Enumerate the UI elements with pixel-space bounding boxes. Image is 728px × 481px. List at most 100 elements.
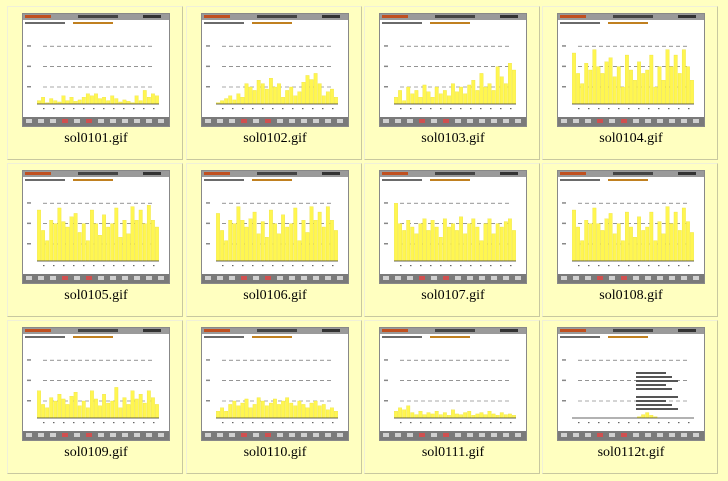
thumbnail-filename[interactable]: sol0109.gif [64,445,128,460]
thumbnail-filename[interactable]: sol0105.gif [64,288,128,303]
thumbnail-image[interactable] [201,170,349,284]
chart-bar [422,84,427,105]
footer-button [74,119,80,123]
thumbnail-cell[interactable]: sol0111.gif [364,320,540,474]
axis-tick [206,202,210,204]
x-tick-label [430,422,432,424]
thumbnail-footer-bar [380,274,526,283]
chart-bar [260,221,265,262]
thumbnail-cell[interactable]: sol0105.gif [7,163,183,317]
thumbnail-cell[interactable]: sol0104.gif [542,6,718,160]
x-tick-label [292,422,294,424]
axis-tick [27,359,31,361]
thumbnail-image[interactable] [201,327,349,441]
footer-button [609,433,615,437]
thumbnail-filename[interactable]: sol0103.gif [421,131,485,146]
x-tick-label [232,108,234,110]
chart-bar [236,93,241,105]
thumbnail-image[interactable] [557,170,705,284]
footer-button [479,433,485,437]
thumbnail-image[interactable] [22,170,170,284]
axis-tick [384,243,388,245]
thumbnail-cell[interactable]: sol0101.gif [7,6,183,160]
chart-bar [269,209,273,262]
x-tick-label [63,422,65,424]
footer-button [50,119,56,123]
x-tick-label [83,422,85,424]
bar-chart [206,359,338,424]
chart-bar [228,220,233,262]
thumbnail-cell[interactable]: sol0112t.gif [542,320,718,474]
thumbnail-filename[interactable]: sol0104.gif [599,131,663,146]
x-tick-label [322,422,324,424]
footer-button [395,276,401,280]
thumbnail-cell[interactable]: sol0108.gif [542,163,718,317]
chart-bar [649,54,654,105]
footer-button [573,276,579,280]
chart-bar [85,240,90,262]
thumbnail-filename[interactable]: sol0111.gif [421,445,485,460]
chart-bar [645,69,650,105]
footer-button [229,433,235,437]
chart-bar [620,240,625,262]
thumbnail-cell[interactable]: sol0106.gif [186,163,362,317]
chart-bar [126,404,131,419]
chart-bar [330,88,334,105]
x-tick-label [103,422,105,424]
x-tick-label [510,265,512,267]
thumbnail-filename[interactable]: sol0107.gif [421,288,485,303]
chart-bar [269,78,273,105]
x-tick-label [628,108,630,110]
axis-tick [562,45,566,47]
chart-bar [434,226,439,262]
footer-button [134,433,140,437]
x-tick-label [73,422,75,424]
chart-bar [690,80,694,105]
thumbnail-image[interactable] [379,13,527,127]
chart-bar [434,411,439,419]
chart-bar [285,397,290,419]
footer-button [265,276,271,280]
chart-bar [503,83,508,105]
logo [204,15,230,18]
thumbnail-cell[interactable]: sol0102.gif [186,6,362,160]
thumbnail-image[interactable] [557,327,705,441]
thumbnail-image[interactable] [557,13,705,127]
thumbnail-image[interactable] [22,327,170,441]
thumbnail-filename[interactable]: sol0101.gif [64,131,128,146]
chart-bar [142,223,147,262]
thumbnail-cell[interactable]: sol0103.gif [364,6,540,160]
footer-button [337,119,343,123]
thumbnail-image[interactable] [22,13,170,127]
thumbnail-filename[interactable]: sol0108.gif [599,288,663,303]
chart-bar [155,226,159,262]
chart-bar [512,415,516,419]
chart-bar [110,400,115,419]
x-tick-label [282,265,284,267]
x-tick-label [608,108,610,110]
thumbnail-image[interactable] [379,327,527,441]
x-tick-label [440,265,442,267]
thumbnail-filename[interactable]: sol0102.gif [243,131,307,146]
chart-bar [293,207,298,262]
thumbnail-filename[interactable]: sol0110.gif [243,445,307,460]
thumbnail-image[interactable] [379,170,527,284]
thumbnail-image[interactable] [201,13,349,127]
x-tick-label [262,422,264,424]
thumbnail-cell[interactable]: sol0110.gif [186,320,362,474]
chart-bar [661,233,666,262]
footer-button [657,276,663,280]
thumbnail-header-bar [23,328,169,334]
x-tick-label [272,108,274,110]
thumbnail-filename[interactable]: sol0112t.gif [597,445,665,460]
x-tick-label [302,265,304,267]
bar-chart [562,45,694,110]
thumbnail-cell[interactable]: sol0109.gif [7,320,183,474]
thumbnail-cell[interactable]: sol0107.gif [364,163,540,317]
footer-button [158,276,164,280]
x-tick-label [93,422,95,424]
thumbnail-filename[interactable]: sol0106.gif [243,288,307,303]
footer-button [337,433,343,437]
chart-bar [479,240,484,262]
chart-bar [625,54,629,105]
